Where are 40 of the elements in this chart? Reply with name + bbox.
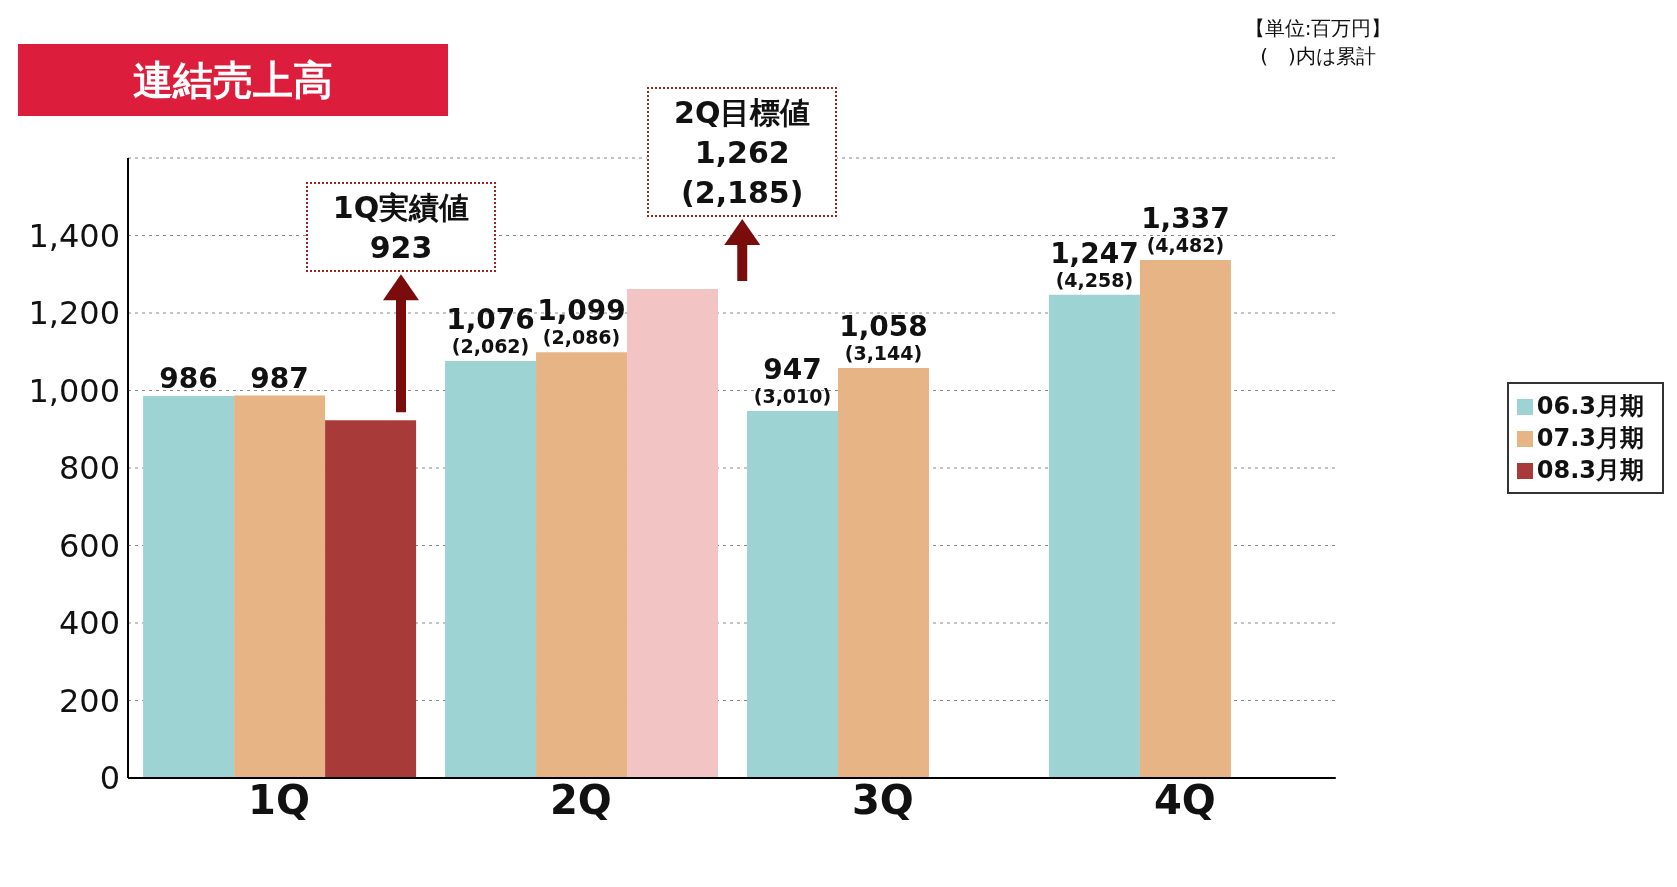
note-box: 2Q目標値 1,262 (2,185)	[647, 86, 838, 217]
note-box: 1Q実績値 923	[306, 182, 496, 273]
data-label: 1,058 (3,144)	[839, 310, 928, 365]
data-label: 947 (3,010)	[753, 353, 832, 408]
bar	[627, 288, 719, 778]
data-label: 986	[159, 361, 218, 395]
y-tick-label: 800	[58, 449, 120, 488]
bar	[746, 411, 838, 778]
data-label: 1,099 (2,086)	[537, 294, 626, 349]
x-tick-label: 3Q	[851, 777, 914, 824]
bar	[234, 395, 326, 778]
legend-label: 07.3月期	[1536, 424, 1644, 452]
y-tick-label: 600	[58, 526, 120, 565]
y-tick-label: 1,000	[28, 371, 120, 410]
bar	[1048, 294, 1140, 778]
bar	[445, 361, 537, 778]
bar	[536, 352, 628, 778]
x-tick-label: 2Q	[550, 777, 612, 824]
y-tick-label: 1,200	[28, 294, 120, 333]
data-label: 2Q目標値 1,262 (2,185)	[673, 93, 812, 212]
legend-label: 06.3月期	[1536, 392, 1644, 420]
text: 【単位:百万円】	[1243, 15, 1393, 42]
chart-title: 連結売上高	[18, 44, 448, 116]
data-label: 1,337 (4,482)	[1141, 201, 1230, 256]
bar	[837, 368, 929, 778]
data-label: 1Q実績値 923	[331, 189, 471, 268]
x-tick-label: 1Q	[248, 777, 310, 824]
bar	[325, 420, 417, 778]
data-label: 1,076 (2,062)	[446, 303, 535, 358]
y-tick-label: 1,400	[28, 216, 120, 255]
y-tick-label: 200	[58, 681, 120, 720]
y-tick-label: 0	[99, 759, 120, 798]
legend-label: 08.3月期	[1536, 456, 1644, 484]
x-tick-label: 4Q	[1153, 777, 1216, 824]
bar	[143, 395, 235, 778]
bar	[1139, 259, 1231, 778]
data-label: 1,247 (4,258)	[1050, 236, 1139, 291]
data-label: 987	[250, 361, 309, 395]
y-tick-label: 400	[58, 604, 120, 643]
text: ( )内は累計	[1259, 43, 1377, 70]
